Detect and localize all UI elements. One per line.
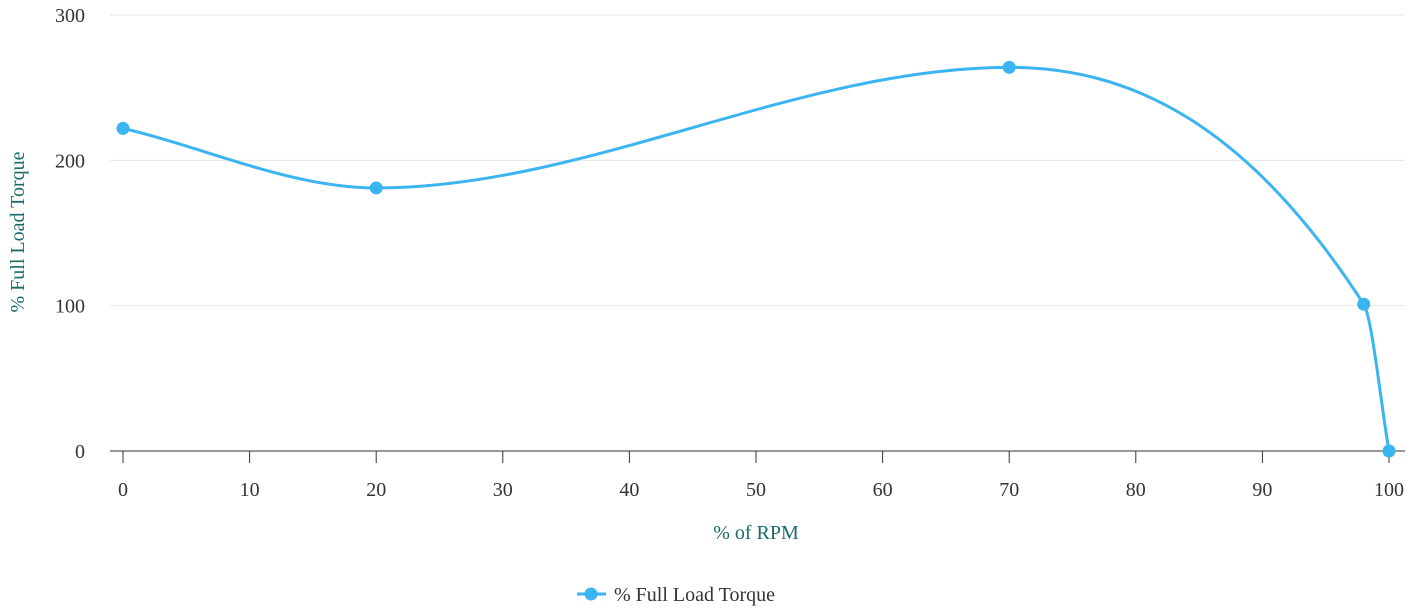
data-point — [369, 181, 383, 195]
y-tick-label: 200 — [55, 150, 85, 172]
data-point — [1002, 60, 1016, 74]
y-tick-label: 300 — [55, 5, 85, 27]
series-layer — [116, 60, 1396, 458]
x-tick-label: 70 — [999, 479, 1019, 501]
x-axis-title: % of RPM — [713, 522, 799, 544]
data-point — [1357, 297, 1371, 311]
x-tick-label: 20 — [366, 479, 386, 501]
legend-marker-symbol — [584, 587, 598, 601]
y-axis-title: % Full Load Torque — [7, 151, 29, 312]
series-line — [122, 65, 1391, 452]
data-point — [1382, 444, 1396, 458]
x-axis-ticks: 0 10 20 30 40 50 60 70 80 90 100 — [118, 451, 1404, 501]
x-tick-label: 0 — [118, 479, 128, 501]
data-point — [116, 121, 130, 135]
y-axis-ticks: 0 100 200 300 — [55, 5, 85, 463]
x-tick-label: 10 — [240, 479, 260, 501]
legend[interactable]: % Full Load Torque — [577, 584, 775, 606]
x-tick-label: 80 — [1126, 479, 1146, 501]
y-tick-label: 0 — [75, 441, 85, 463]
x-tick-label: 60 — [873, 479, 893, 501]
x-tick-label: 50 — [746, 479, 766, 501]
y-tick-label: 100 — [55, 296, 85, 318]
legend-label[interactable]: % Full Load Torque — [614, 584, 775, 606]
x-tick-label: 100 — [1374, 479, 1404, 501]
x-tick-label: 30 — [493, 479, 513, 501]
x-tick-label: 90 — [1252, 479, 1272, 501]
x-tick-label: 40 — [619, 479, 639, 501]
grid-lines — [110, 14, 1405, 307]
